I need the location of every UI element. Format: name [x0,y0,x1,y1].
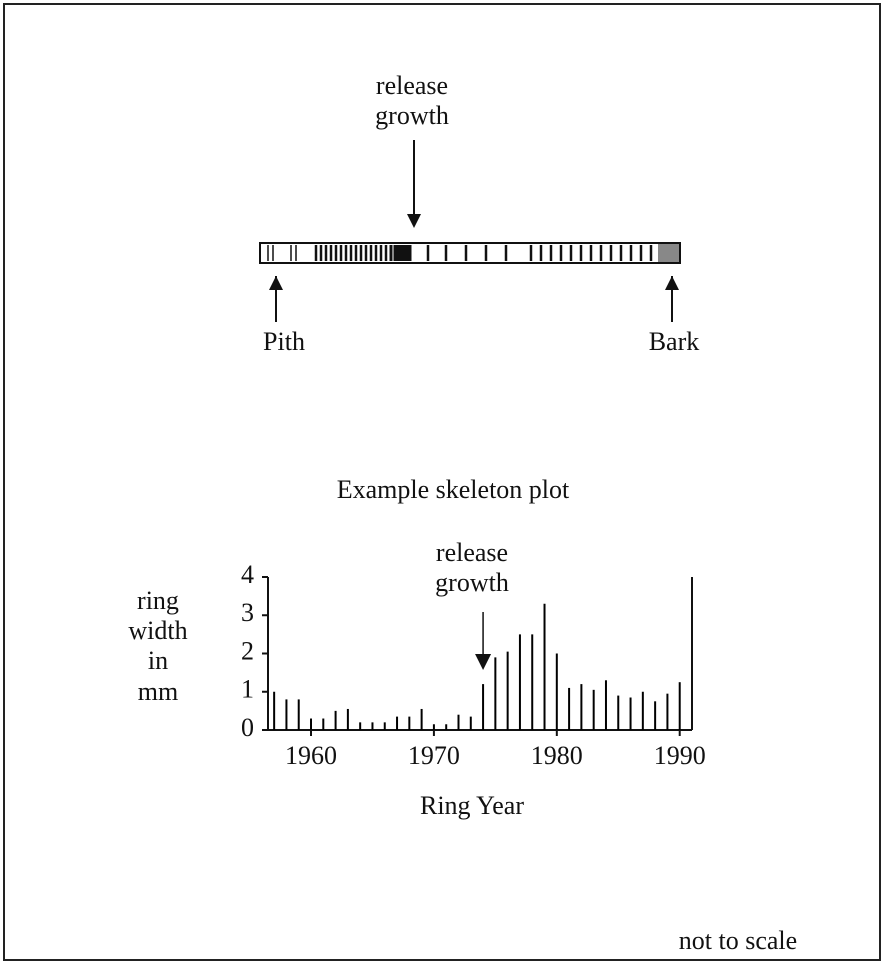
pith-label: Pith [263,327,305,356]
y-tick-label: 4 [241,560,254,589]
annotation: release [436,538,508,567]
arrow-head [665,276,679,290]
annotation: growth [435,568,509,597]
frame [3,3,881,961]
release-label: release [376,71,448,100]
arrow-head [269,276,283,290]
x-tick-label: 1960 [285,741,337,770]
y-axis-label: in [148,646,168,675]
bark-label: Bark [649,327,700,356]
x-tick-label: 1970 [408,741,460,770]
y-axis-label: ring [137,586,179,615]
y-axis-label: mm [138,677,178,706]
footnote: not to scale [679,926,797,955]
bark-section [658,244,679,262]
x-tick-label: 1980 [531,741,583,770]
x-axis-label: Ring Year [420,791,524,820]
core-diagram: release growth Pith Bark [259,71,700,356]
chart-title: Example skeleton plot [337,475,570,504]
y-tick-label: 0 [241,713,254,742]
release-label: growth [375,101,449,130]
y-tick-label: 1 [241,675,254,704]
y-tick-label: 3 [241,598,254,627]
arrow-head [407,214,421,228]
core-sample [259,242,681,264]
y-tick-label: 2 [241,636,254,665]
y-axis-label: width [128,616,187,645]
annotation-arrow-head [475,654,492,670]
x-tick-label: 1990 [654,741,706,770]
